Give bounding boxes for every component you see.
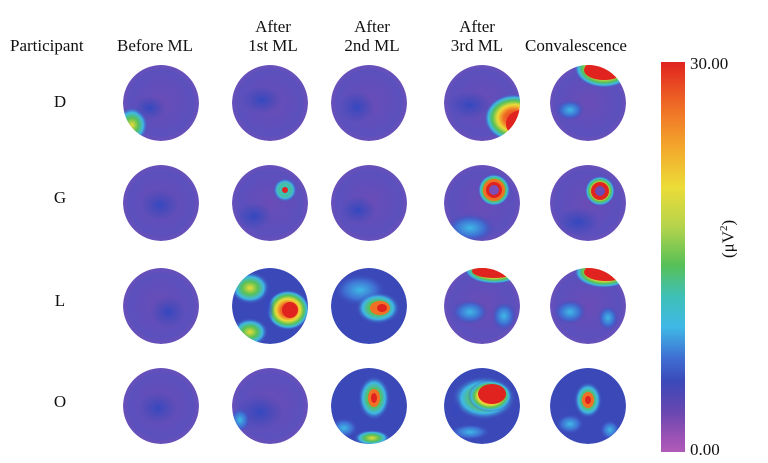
map-g-after-3rd — [444, 165, 520, 241]
map-d-after-2nd — [331, 65, 407, 141]
colorbar-unit-label: (μV2) — [718, 220, 739, 258]
header-after-3rd-line1: After — [459, 17, 495, 36]
header-before-ml: Before ML — [117, 36, 194, 55]
map-l-before — [123, 268, 199, 344]
map-o-after-2nd — [331, 368, 407, 444]
unit-superscript: 2 — [718, 225, 730, 231]
header-after-2nd-line1: After — [354, 17, 390, 36]
header-after-1st-line1: After — [255, 17, 291, 36]
colorbar-min-label: 0.00 — [690, 440, 720, 459]
row-label-g: G — [53, 188, 67, 207]
map-d-after-3rd — [444, 65, 520, 141]
header-after-3rd-line2: 3rd ML — [450, 36, 504, 55]
colorbar — [661, 62, 685, 452]
header-convalescence: Convalescence — [525, 36, 627, 55]
header-after-1st-line2: 1st ML — [248, 36, 298, 55]
map-l-convalescence — [550, 268, 626, 344]
map-g-convalescence — [550, 165, 626, 241]
map-o-convalescence — [550, 368, 626, 444]
row-label-l: L — [54, 291, 66, 310]
row-label-d: D — [53, 92, 67, 111]
map-g-before — [123, 165, 199, 241]
colorbar-max-label: 30.00 — [690, 54, 729, 73]
map-o-before — [123, 368, 199, 444]
map-d-after-1st — [232, 65, 308, 141]
header-after-1st-ml: After 1st ML — [238, 17, 308, 55]
unit-close: ) — [718, 219, 738, 226]
map-d-before — [123, 65, 199, 141]
map-l-after-1st — [232, 268, 308, 344]
header-after-2nd-line2: 2nd ML — [344, 36, 400, 55]
header-after-3rd-ml: After 3rd ML — [440, 17, 514, 55]
unit-base: (μV — [718, 230, 738, 258]
header-after-2nd-ml: After 2nd ML — [335, 17, 409, 55]
map-d-convalescence — [550, 65, 626, 141]
header-participant: Participant — [10, 36, 84, 55]
map-l-after-3rd — [444, 268, 520, 344]
map-o-after-1st — [232, 368, 308, 444]
row-label-o: O — [53, 392, 67, 411]
map-o-after-3rd — [444, 368, 520, 444]
map-g-after-2nd — [331, 165, 407, 241]
map-l-after-2nd — [331, 268, 407, 344]
map-g-after-1st — [232, 165, 308, 241]
